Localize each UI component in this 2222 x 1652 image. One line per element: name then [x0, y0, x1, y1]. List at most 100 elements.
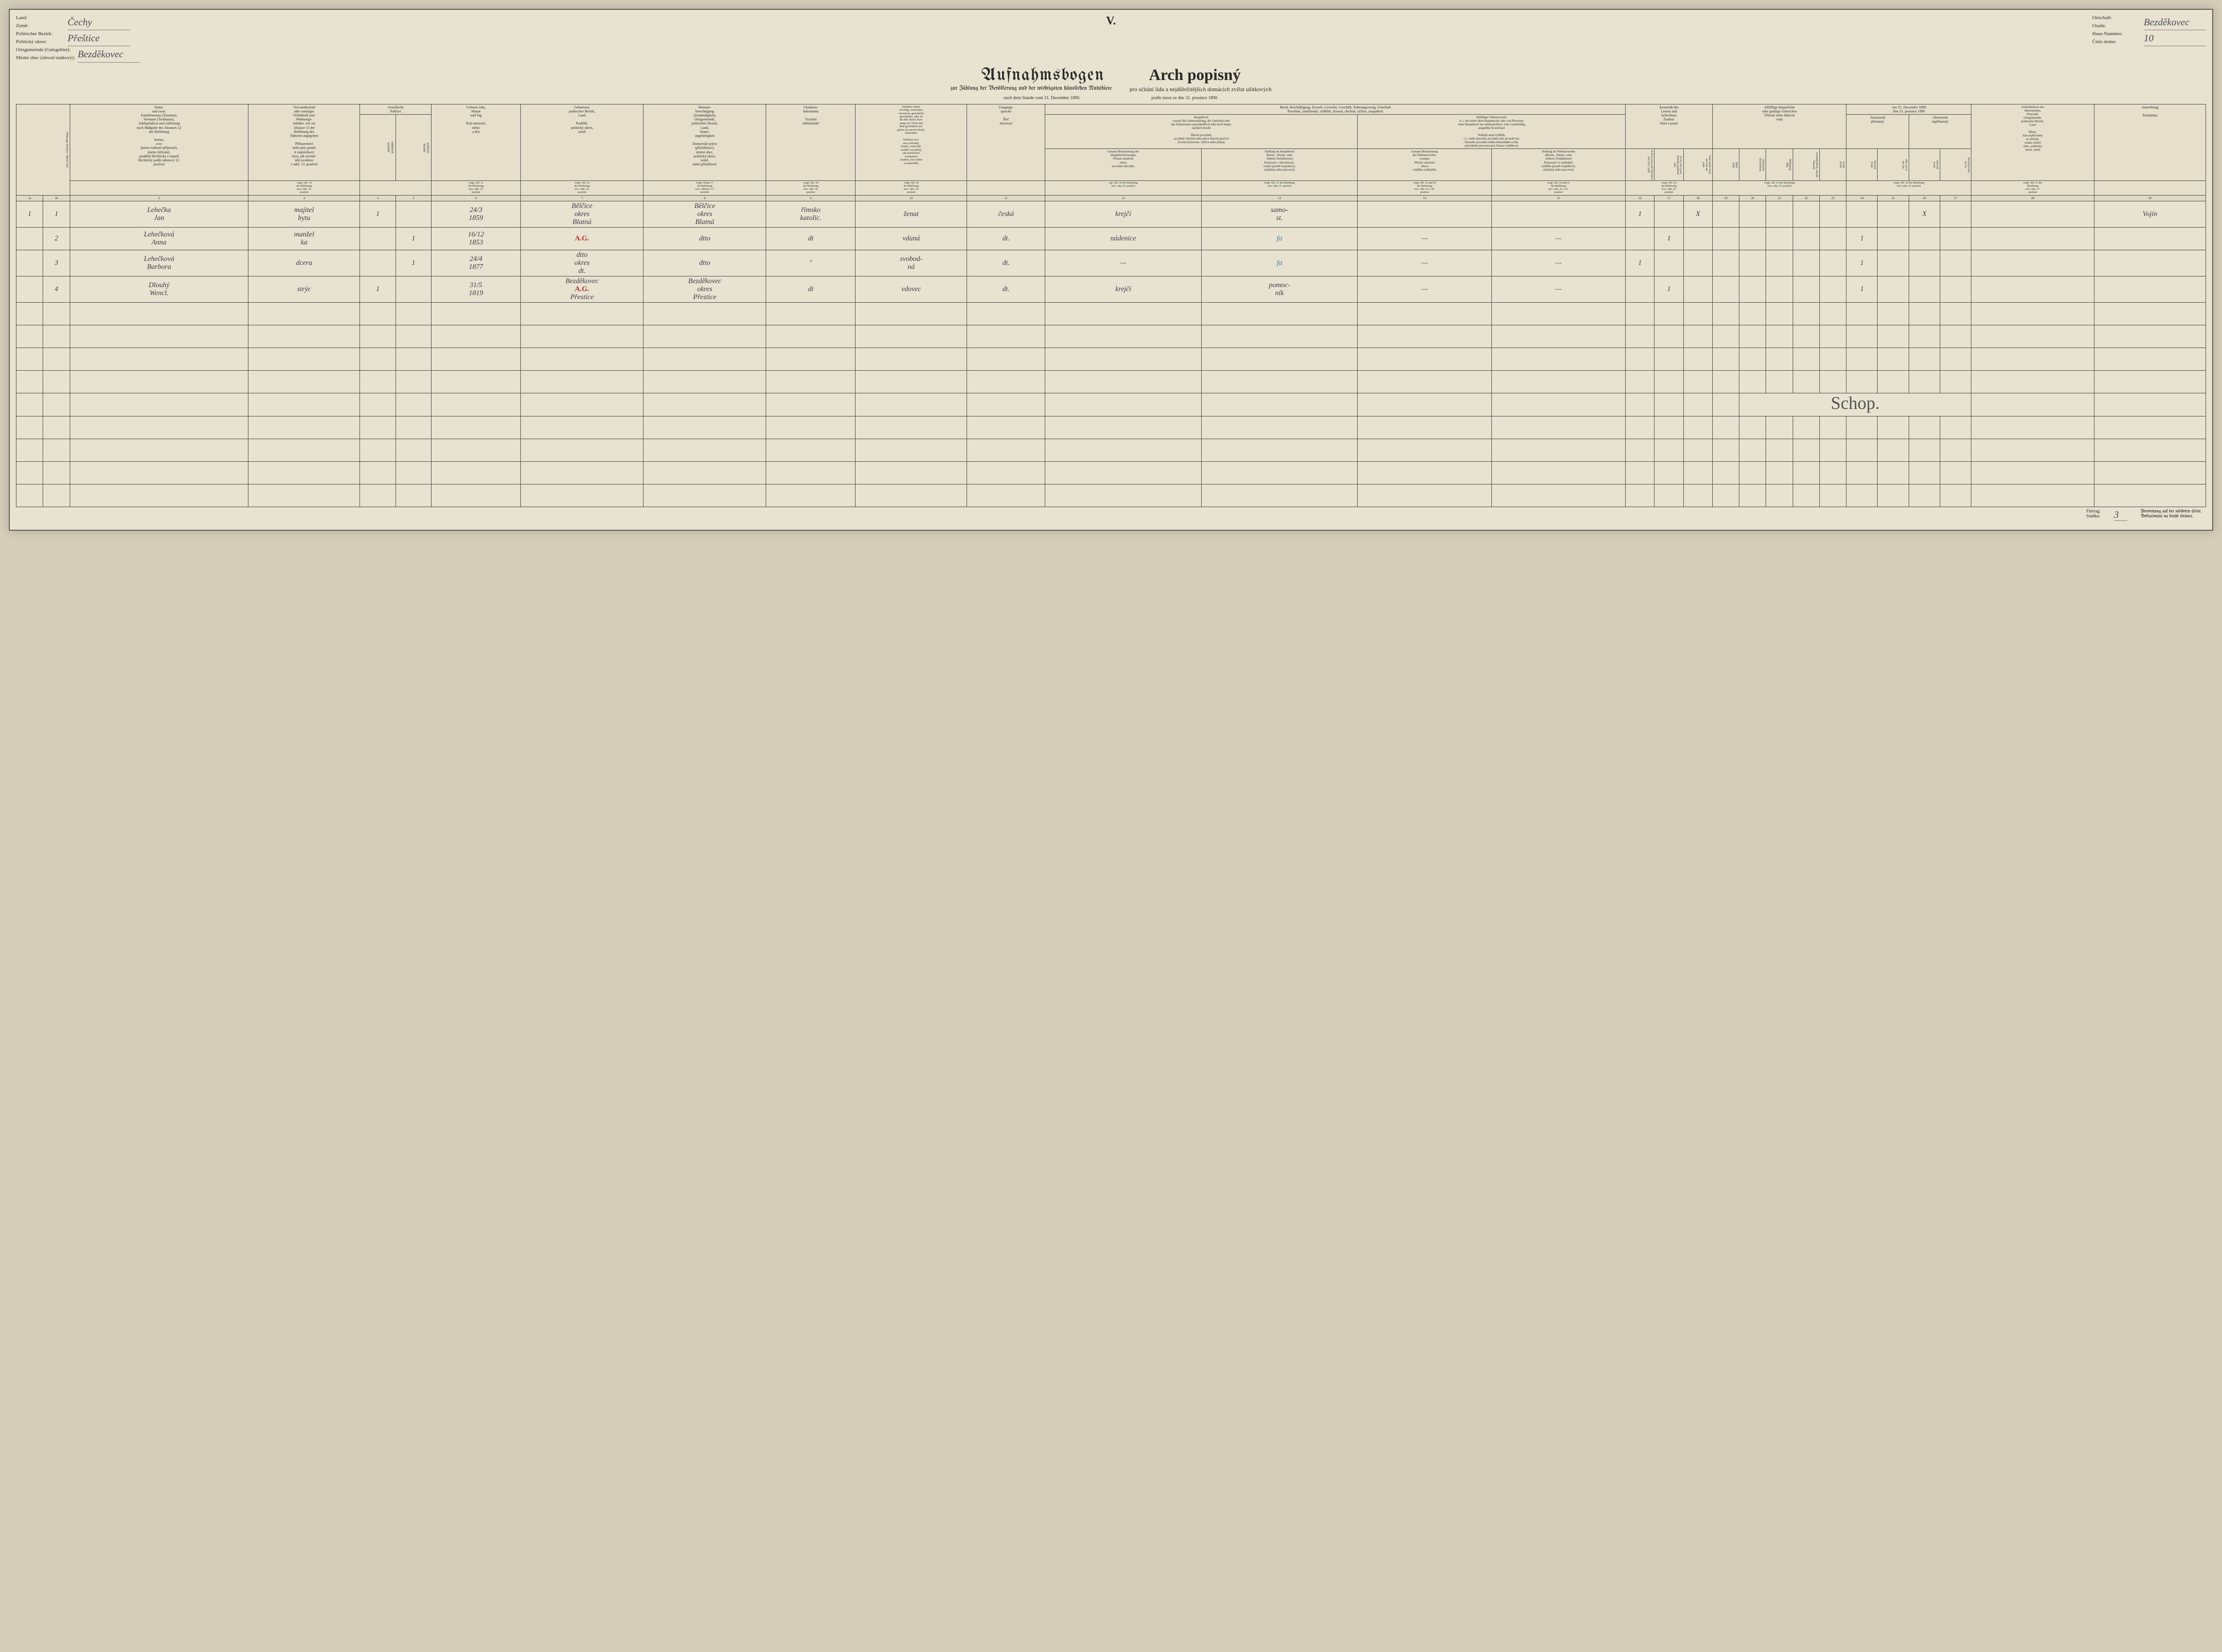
empty-cell	[855, 370, 967, 393]
cell: —	[1491, 276, 1625, 302]
empty-cell	[248, 416, 360, 439]
empty-cell	[432, 393, 521, 416]
cell	[2094, 250, 2206, 276]
empty-cell	[1045, 461, 1202, 484]
empty-cell	[1819, 370, 1846, 393]
empty-cell	[1626, 370, 1655, 393]
footer-continuation: Fortsetzung auf der nächsten Seite. Pokr…	[2141, 509, 2202, 521]
empty-cell	[766, 439, 855, 461]
empty-cell	[643, 370, 766, 393]
col-female: weiblich ženské	[396, 114, 431, 180]
empty-cell	[1940, 302, 1971, 325]
empty-cell	[1971, 461, 2094, 484]
column-number: 28	[1971, 195, 2094, 201]
cell: krejčí	[1045, 276, 1202, 302]
column-number: 19	[1712, 195, 1739, 201]
cell	[360, 227, 396, 250]
empty-cell	[1491, 484, 1625, 507]
empty-cell	[1683, 325, 1712, 348]
empty-row	[16, 325, 2206, 348]
gemeinde-label-de: Ortsgemeinde (Gutsgebiet):	[16, 47, 71, 52]
ref-16: vergl. Abf. 23 der Belehrung srov. odst.…	[1626, 181, 1713, 196]
empty-cell	[1878, 302, 1909, 325]
empty-cell	[766, 302, 855, 325]
col-17c: blödsinnig blbý	[1766, 149, 1793, 181]
cell	[1626, 276, 1655, 302]
cell	[1358, 201, 1491, 227]
empty-cell	[967, 439, 1045, 461]
empty-cell	[360, 393, 396, 416]
column-numbers: 1a1b234567891011121314151617181920212223…	[16, 195, 2206, 201]
empty-cell	[360, 439, 396, 461]
empty-cell	[1878, 484, 1909, 507]
empty-cell	[766, 348, 855, 370]
cell: 1	[396, 250, 431, 276]
empty-cell	[1358, 348, 1491, 370]
col-main-occ: Hauptberuf, worauf die Lebensstellung, d…	[1045, 114, 1358, 148]
empty-cell	[1940, 348, 1971, 370]
empty-cell	[43, 370, 70, 393]
col-lang: Umgangs- sprache Řeč obcovací	[967, 104, 1045, 181]
empty-cell	[1909, 416, 1940, 439]
cell: —	[1358, 250, 1491, 276]
cell: —	[1491, 227, 1625, 250]
cell	[1940, 201, 1971, 227]
column-number: 7	[521, 195, 643, 201]
column-number: 26	[1909, 195, 1940, 201]
empty-cell	[1201, 302, 1358, 325]
cell: 1	[1846, 227, 1878, 250]
col-occupation: Beruf, Beschäftigung, Erwerb, Gewerbe, G…	[1045, 104, 1626, 114]
empty-cell	[43, 393, 70, 416]
empty-cell	[1793, 461, 1819, 484]
column-number: 22	[1793, 195, 1819, 201]
cell: 24/4 1877	[432, 250, 521, 276]
empty-cell	[1766, 484, 1793, 507]
empty-cell	[967, 348, 1045, 370]
empty-cell	[2094, 439, 2206, 461]
empty-cell	[1358, 484, 1491, 507]
col-heimat: Heimats- berechtigung (Zuständigkeit), O…	[643, 104, 766, 181]
empty-row	[16, 302, 2206, 325]
col-17a: blind slepý	[1712, 149, 1739, 181]
cell: fa	[1201, 227, 1358, 250]
data-rows: 11Lehečka Janmajitel bytu124/3 1859Bělči…	[16, 201, 2206, 302]
empty-cell	[1712, 461, 1739, 484]
empty-cell	[1045, 484, 1202, 507]
cell: 1	[1846, 276, 1878, 302]
empty-cell	[432, 439, 521, 461]
column-number: 16	[1626, 195, 1655, 201]
empty-cell	[1819, 484, 1846, 507]
cell: 1	[1655, 227, 1683, 250]
cell	[396, 276, 431, 302]
empty-cell	[967, 393, 1045, 416]
empty-cell	[43, 302, 70, 325]
empty-cell	[1846, 484, 1878, 507]
cell: dt	[766, 227, 855, 250]
empty-cell	[16, 416, 43, 439]
empty-cell	[1971, 484, 2094, 507]
empty-cell: Schop.	[1739, 393, 1971, 416]
cell: strýc	[248, 276, 360, 302]
ref-20: vergl. Abf. 27 der Belehrung srov. odst.…	[1971, 181, 2094, 196]
footer-furtrag: Fürtrag: Snáška:	[2086, 509, 2101, 521]
empty-cell	[1712, 393, 1739, 416]
empty-cell	[248, 370, 360, 393]
ort-label-de: Ortschaft:	[2092, 15, 2112, 20]
col-male: männlich mužské	[360, 114, 396, 180]
column-number: 18	[1683, 195, 1712, 201]
empty-cell	[360, 325, 396, 348]
column-number: 10	[855, 195, 967, 201]
empty-cell	[1793, 348, 1819, 370]
date-german: nach dem Stande vom 31. December 1890.	[1004, 96, 1080, 100]
table-row: 11Lehečka Janmajitel bytu124/3 1859Bělči…	[16, 201, 2206, 227]
empty-cell	[1766, 416, 1793, 439]
empty-cell	[1739, 461, 1766, 484]
subtitle-german: zur Zählung der Bevölkerung und der wich…	[951, 86, 1112, 93]
empty-cell	[1201, 393, 1358, 416]
empty-cell	[521, 302, 643, 325]
cell: dt.	[967, 276, 1045, 302]
sheet-number: V.	[1106, 14, 1116, 28]
header-right: Ortschaft:Osada:Bezděkovec Haus-Nummer:Č…	[2092, 14, 2206, 46]
cell	[1793, 250, 1819, 276]
cell: "	[766, 250, 855, 276]
